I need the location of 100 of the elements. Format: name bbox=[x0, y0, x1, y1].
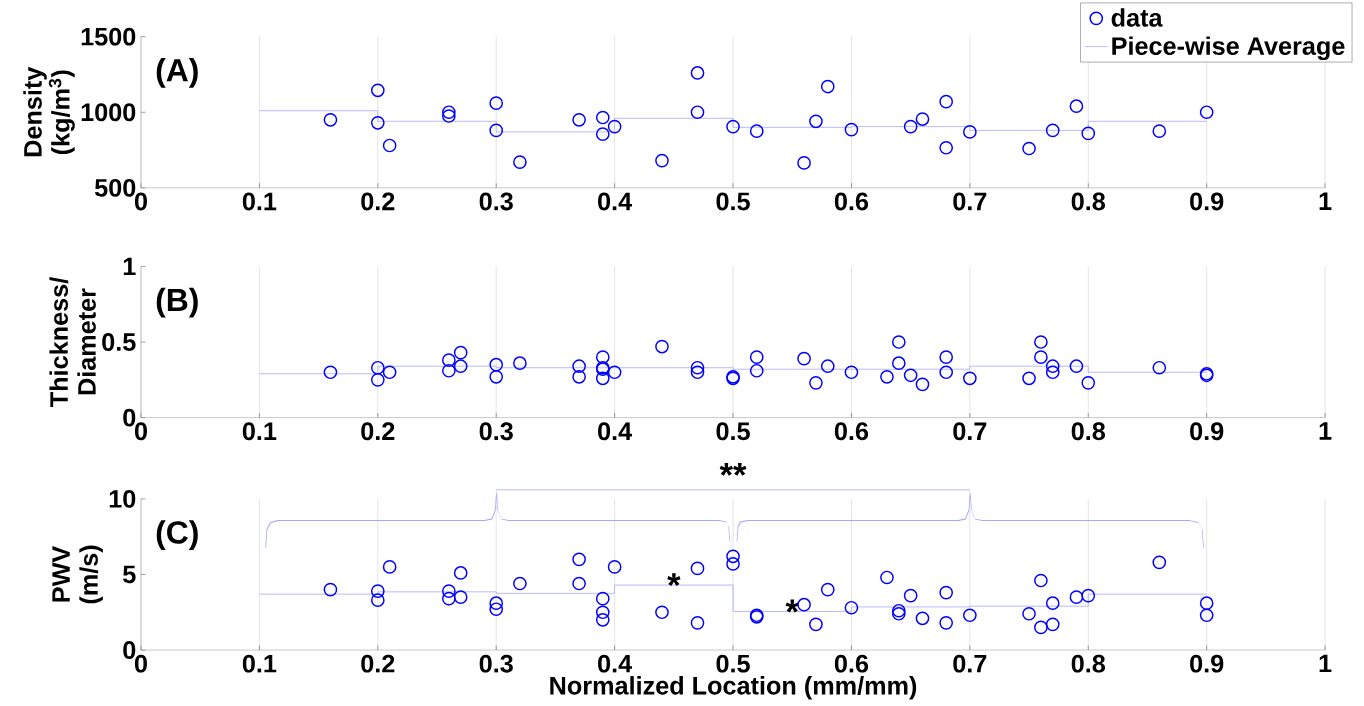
point bbox=[370, 115, 385, 130]
point bbox=[595, 591, 610, 606]
y-axis-title: Thickness/ Diameter bbox=[49, 277, 96, 407]
point bbox=[489, 357, 504, 372]
point bbox=[963, 608, 977, 623]
point bbox=[844, 365, 859, 380]
point bbox=[382, 560, 397, 574]
point bbox=[797, 351, 811, 366]
point bbox=[1034, 573, 1048, 588]
point bbox=[1045, 617, 1060, 632]
point bbox=[880, 369, 894, 384]
point bbox=[370, 584, 385, 598]
x-tick-label: 0.9 bbox=[1190, 654, 1224, 673]
point bbox=[655, 153, 669, 168]
annotation: * bbox=[785, 599, 799, 613]
point bbox=[1152, 555, 1167, 570]
y-axis-title: PWV (m/s) bbox=[52, 545, 103, 604]
point bbox=[453, 590, 468, 604]
x-tick-label: 0.5 bbox=[716, 654, 750, 673]
point bbox=[323, 112, 338, 127]
y-tick-label: 10 bbox=[109, 489, 136, 508]
point bbox=[595, 612, 610, 627]
point bbox=[939, 350, 954, 364]
point bbox=[595, 605, 610, 620]
x-tick-label: 0.8 bbox=[1071, 192, 1106, 211]
x-tick-label: 0.2 bbox=[361, 654, 395, 673]
x-tick-label: 0.7 bbox=[953, 654, 987, 673]
point bbox=[820, 359, 835, 374]
point bbox=[891, 335, 906, 349]
annotation: * bbox=[667, 573, 681, 587]
point bbox=[1045, 123, 1060, 138]
y-tick-label: 0.5 bbox=[102, 333, 136, 351]
point bbox=[939, 365, 954, 380]
point bbox=[607, 560, 622, 574]
x-tick-label: 0.6 bbox=[834, 654, 869, 673]
point bbox=[891, 356, 906, 371]
x-tick-label: 0.7 bbox=[953, 192, 987, 211]
point bbox=[820, 79, 835, 94]
point bbox=[655, 339, 669, 354]
point bbox=[844, 600, 859, 615]
legend-label: Piece-wise Average bbox=[1112, 36, 1345, 61]
x-tick-label: 0.8 bbox=[1071, 422, 1106, 441]
point bbox=[442, 353, 456, 368]
y-tick-label: 1500 bbox=[81, 27, 136, 46]
point bbox=[572, 552, 586, 567]
point bbox=[489, 96, 504, 111]
point bbox=[513, 155, 527, 169]
x-tick-label: 0.4 bbox=[598, 192, 633, 211]
point bbox=[370, 593, 385, 607]
point bbox=[572, 359, 586, 374]
point bbox=[939, 94, 954, 109]
point bbox=[1022, 371, 1036, 386]
y-tick-label: 0 bbox=[123, 408, 136, 427]
point bbox=[726, 549, 740, 564]
point bbox=[607, 119, 622, 134]
x-tick-label: 0.6 bbox=[834, 422, 869, 441]
point bbox=[1034, 620, 1048, 635]
legend-label: data bbox=[1111, 8, 1163, 27]
point bbox=[370, 372, 385, 387]
x-tick-label: 0.5 bbox=[716, 422, 750, 441]
x-tick-label: 0.1 bbox=[242, 422, 277, 441]
y-tick-label: 5 bbox=[123, 565, 136, 584]
point bbox=[1081, 126, 1096, 141]
x-axis-title: Normalized Location (mm/mm) bbox=[550, 676, 917, 700]
point bbox=[442, 105, 456, 120]
point bbox=[382, 365, 397, 380]
point bbox=[809, 617, 823, 632]
x-tick-label: 0.7 bbox=[953, 422, 987, 441]
point bbox=[809, 114, 823, 129]
x-tick-label: 0.1 bbox=[242, 192, 277, 211]
point bbox=[442, 591, 456, 606]
point bbox=[323, 582, 338, 597]
x-tick-label: 0.4 bbox=[598, 654, 633, 673]
point bbox=[690, 616, 705, 630]
point bbox=[323, 365, 338, 380]
point bbox=[595, 127, 610, 141]
point bbox=[749, 124, 764, 138]
point bbox=[572, 576, 586, 591]
point bbox=[1045, 596, 1060, 611]
point bbox=[1081, 588, 1096, 603]
point bbox=[1199, 105, 1214, 120]
y-tick-label: 1 bbox=[123, 257, 136, 276]
point bbox=[513, 576, 527, 591]
point bbox=[939, 140, 954, 155]
x-tick-label: 0.8 bbox=[1071, 654, 1106, 673]
point bbox=[1199, 596, 1214, 611]
x-tick-label: 0.2 bbox=[361, 422, 395, 441]
point bbox=[453, 566, 468, 580]
point bbox=[939, 585, 954, 600]
point bbox=[1034, 350, 1048, 364]
point bbox=[809, 376, 823, 390]
point bbox=[963, 371, 977, 386]
point bbox=[749, 350, 764, 364]
point bbox=[1069, 359, 1084, 374]
point bbox=[726, 557, 740, 571]
point bbox=[595, 110, 610, 125]
point bbox=[1034, 335, 1048, 349]
x-tick-label: 0.9 bbox=[1190, 192, 1224, 211]
point bbox=[453, 359, 468, 374]
x-tick-label: 1 bbox=[1319, 654, 1332, 673]
